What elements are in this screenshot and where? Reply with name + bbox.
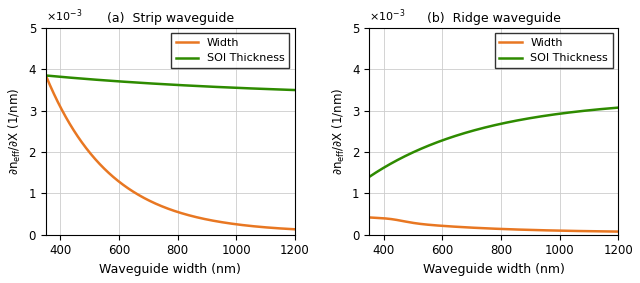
Line: Width: Width [46, 76, 294, 229]
SOI Thickness [609, 106, 616, 110]
Width [246, 224, 253, 228]
Width [570, 229, 577, 233]
SOI Thickness [484, 125, 492, 128]
SOI Thickness [570, 110, 577, 114]
SOI Thickness [190, 84, 198, 87]
SOI Thickness [513, 119, 521, 122]
SOI Thickness [42, 74, 50, 77]
SOI Thickness [246, 87, 253, 90]
Line: SOI Thickness: SOI Thickness [46, 76, 294, 90]
Width [500, 227, 508, 231]
Width [42, 74, 50, 77]
Legend: Width, SOI Thickness: Width, SOI Thickness [172, 33, 289, 68]
Title: (a)  Strip waveguide: (a) Strip waveguide [107, 12, 234, 25]
SOI Thickness [160, 83, 168, 86]
SOI Thickness [485, 125, 493, 128]
Text: $\times10^{-3}$: $\times10^{-3}$ [369, 7, 406, 24]
Y-axis label: $\partial$n$_{\mathregular{eff}}$/$\partial$X (1/nm): $\partial$n$_{\mathregular{eff}}$/$\part… [7, 88, 23, 175]
Line: Width: Width [369, 217, 618, 231]
Width [513, 228, 521, 231]
X-axis label: Waveguide width (nm): Waveguide width (nm) [423, 263, 564, 276]
Width [190, 215, 198, 218]
Legend: Width, SOI Thickness: Width, SOI Thickness [495, 33, 612, 68]
Width [365, 216, 373, 219]
SOI Thickness [614, 106, 622, 109]
Width [485, 227, 493, 230]
Width [177, 211, 184, 215]
SOI Thickness [285, 88, 292, 91]
SOI Thickness [291, 88, 298, 92]
Title: (b)  Ridge waveguide: (b) Ridge waveguide [427, 12, 561, 25]
SOI Thickness [162, 83, 170, 86]
Width [291, 228, 298, 231]
SOI Thickness [365, 175, 373, 179]
Width [160, 205, 168, 209]
Width [285, 227, 292, 231]
Width [484, 227, 492, 230]
Width [609, 230, 616, 233]
Width [614, 230, 622, 233]
SOI Thickness [500, 121, 508, 125]
Y-axis label: $\partial$n$_{\mathregular{eff}}$/$\partial$X (1/nm): $\partial$n$_{\mathregular{eff}}$/$\part… [330, 88, 346, 175]
SOI Thickness [177, 83, 184, 87]
X-axis label: Waveguide width (nm): Waveguide width (nm) [99, 263, 241, 276]
Text: $\times10^{-3}$: $\times10^{-3}$ [46, 7, 82, 24]
Line: SOI Thickness: SOI Thickness [369, 108, 618, 177]
Width [162, 206, 170, 209]
